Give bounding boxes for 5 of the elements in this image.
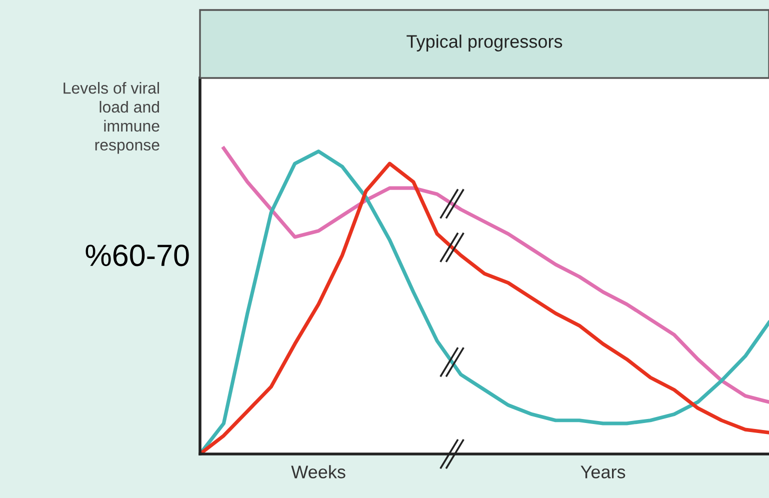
y-axis-title: Levels of viral load and immune response	[64, 82, 160, 154]
x-tick-label: Years	[580, 466, 626, 478]
x-tick-label: Weeks	[291, 465, 346, 478]
chart-title: Typical progressors	[406, 34, 562, 52]
text: %60-70	[86, 244, 189, 266]
